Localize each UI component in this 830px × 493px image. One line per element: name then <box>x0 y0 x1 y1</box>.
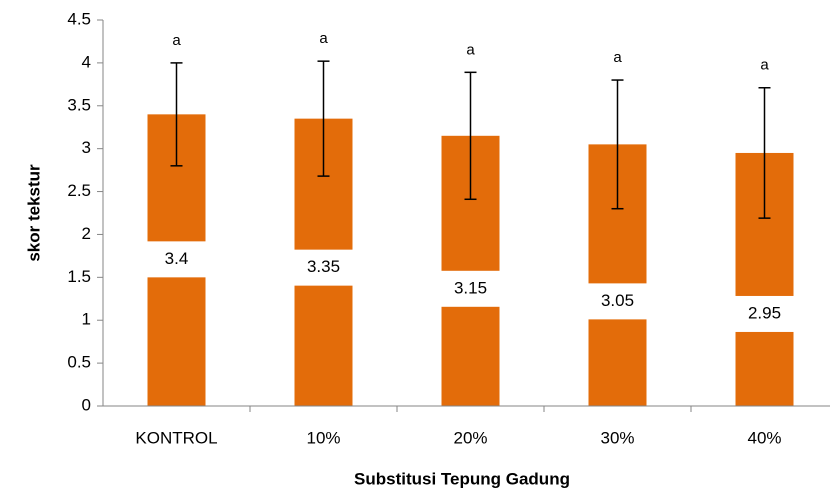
y-axis-label: skor tekstur <box>24 164 43 262</box>
x-tick-label: 10% <box>306 428 340 447</box>
value-label: 3.15 <box>454 278 487 297</box>
y-tick-label: 1.5 <box>67 267 91 286</box>
y-tick-label: 1 <box>82 310 91 329</box>
y-tick-label: 3.5 <box>67 95 91 114</box>
x-tick-label: 20% <box>453 428 487 447</box>
x-axis-label: Substitusi Tepung Gadung <box>354 469 570 488</box>
value-label: 3.05 <box>601 291 634 310</box>
y-tick-label: 3 <box>82 138 91 157</box>
y-tick-label: 2 <box>82 224 91 243</box>
x-tick-label: KONTROL <box>135 428 217 447</box>
x-tick-label: 30% <box>600 428 634 447</box>
value-label: 2.95 <box>748 303 781 322</box>
y-tick-label: 4 <box>82 52 91 71</box>
annotation: a <box>613 49 622 66</box>
x-tick-label: 40% <box>747 428 781 447</box>
chart: skor tekstur Substitusi Tepung Gadung 0 0… <box>0 0 830 493</box>
annotation: a <box>760 57 769 74</box>
value-label: 3.35 <box>307 257 340 276</box>
y-tick-label: 0.5 <box>67 353 91 372</box>
y-tick-label: 0 <box>82 395 91 414</box>
y-tick-label: 2.5 <box>67 181 91 200</box>
annotation: a <box>172 32 181 49</box>
annotation: a <box>319 30 328 47</box>
y-tick-label: 4.5 <box>67 9 91 28</box>
value-label: 3.4 <box>165 249 189 268</box>
annotation: a <box>466 41 475 58</box>
